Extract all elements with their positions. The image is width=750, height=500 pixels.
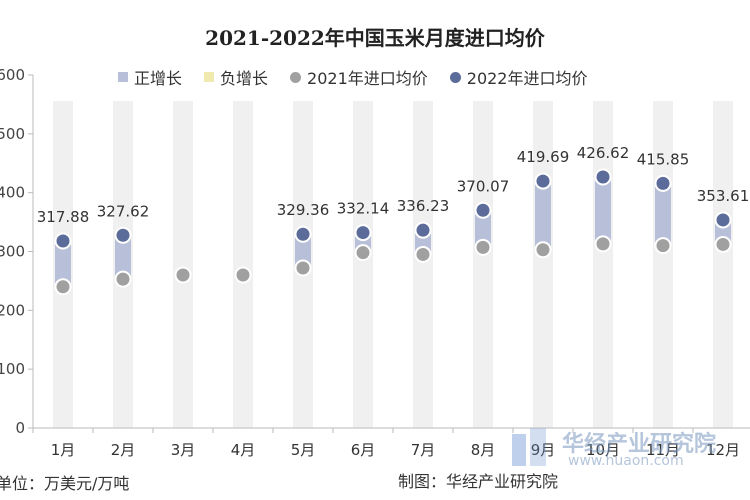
column-band bbox=[413, 101, 433, 428]
legend-label-2021: 2021年进口均价 bbox=[307, 69, 428, 88]
column-band bbox=[233, 101, 253, 428]
point-2021 bbox=[474, 238, 492, 256]
legend-label-2022: 2022年进口均价 bbox=[466, 69, 588, 88]
change-bar bbox=[535, 181, 551, 250]
data-label-2022: 336.23 bbox=[397, 197, 450, 215]
legend-dot-2021 bbox=[290, 71, 302, 83]
y-tick-label: 200 bbox=[0, 301, 25, 319]
chart-title: 2021-2022年中国玉米月度进口均价 bbox=[205, 26, 545, 50]
y-tick-label: 300 bbox=[0, 243, 25, 261]
data-label-2022: 327.62 bbox=[97, 202, 150, 220]
point-2022 bbox=[294, 225, 312, 243]
watermark: 华经产业研究院 www.huaon.com bbox=[508, 426, 750, 476]
point-2021 bbox=[234, 266, 252, 284]
x-tick-label: 10月 bbox=[586, 441, 620, 459]
change-bar bbox=[115, 235, 131, 280]
change-bar bbox=[595, 177, 611, 244]
change-bar bbox=[475, 210, 491, 248]
point-2022 bbox=[534, 172, 552, 190]
legend-label-positive: 正增长 bbox=[134, 69, 183, 88]
watermark-url: www.huaon.com bbox=[568, 453, 684, 469]
y-tick-label: 0 bbox=[15, 419, 25, 437]
y-tick-label: 400 bbox=[0, 184, 25, 202]
data-label-2022: 426.62 bbox=[577, 144, 630, 162]
point-2021 bbox=[174, 266, 192, 284]
x-tick-label: 1月 bbox=[51, 441, 76, 459]
data-label-2022: 329.36 bbox=[277, 201, 330, 219]
column-band bbox=[353, 101, 373, 428]
x-tick-label: 4月 bbox=[231, 441, 256, 459]
point-2021 bbox=[354, 244, 372, 262]
x-tick-label: 6月 bbox=[351, 441, 376, 459]
legend-dot-2022 bbox=[449, 71, 461, 83]
x-tick-label: 7月 bbox=[411, 441, 436, 459]
x-tick-label: 3月 bbox=[171, 441, 196, 459]
legend-item-negative: 负增长 bbox=[204, 65, 268, 89]
point-2022 bbox=[474, 201, 492, 219]
y-tick-label: 500 bbox=[0, 125, 25, 143]
point-2022 bbox=[54, 232, 72, 250]
point-2021 bbox=[114, 270, 132, 288]
point-2021 bbox=[534, 241, 552, 259]
change-bar bbox=[655, 183, 671, 246]
data-label-2022: 317.88 bbox=[37, 208, 90, 226]
data-label-2022: 370.07 bbox=[457, 177, 510, 195]
column-band bbox=[713, 101, 733, 428]
x-tick-label: 9月 bbox=[531, 441, 556, 459]
unit-label: 单位：万美元/万吨 bbox=[0, 474, 130, 493]
legend-item-2021: 2021年进口均价 bbox=[290, 65, 428, 89]
point-2022 bbox=[594, 168, 612, 186]
point-2021 bbox=[654, 237, 672, 255]
x-tick-label: 8月 bbox=[471, 441, 496, 459]
data-label-2022: 415.85 bbox=[637, 150, 690, 168]
data-label-2022: 419.69 bbox=[517, 148, 570, 166]
point-2022 bbox=[114, 226, 132, 244]
x-tick-label: 2月 bbox=[111, 441, 136, 459]
point-2021 bbox=[594, 235, 612, 253]
change-bar bbox=[295, 234, 311, 268]
data-label-2022: 353.61 bbox=[697, 187, 750, 205]
change-bar bbox=[55, 240, 71, 287]
point-2022 bbox=[654, 174, 672, 192]
x-tick-label: 12月 bbox=[706, 441, 740, 459]
source-label: 制图：华经产业研究院 bbox=[398, 472, 559, 491]
x-tick-label: 5月 bbox=[291, 441, 316, 459]
column-band bbox=[173, 101, 193, 428]
point-2022 bbox=[414, 221, 432, 239]
column-band bbox=[473, 101, 493, 428]
y-tick-label: 100 bbox=[0, 360, 25, 378]
point-2021 bbox=[54, 278, 72, 296]
point-2021 bbox=[414, 245, 432, 263]
point-2022 bbox=[714, 211, 732, 229]
chart-legend: 正增长 负增长 2021年进口均价 2022年进口均价 bbox=[118, 66, 610, 88]
data-label-2022: 332.14 bbox=[337, 200, 390, 218]
y-tick-label: 600 bbox=[0, 66, 25, 84]
x-tick-label: 11月 bbox=[646, 441, 680, 459]
watermark-name: 华经产业研究院 bbox=[562, 432, 717, 457]
legend-item-positive: 正增长 bbox=[118, 65, 182, 89]
watermark-logo-icon bbox=[512, 428, 546, 466]
legend-item-2022: 2022年进口均价 bbox=[449, 65, 588, 89]
point-2022 bbox=[354, 224, 372, 242]
legend-swatch-positive bbox=[118, 72, 128, 82]
legend-label-negative: 负增长 bbox=[220, 69, 269, 88]
legend-swatch-negative bbox=[204, 72, 215, 82]
point-2021 bbox=[294, 259, 312, 277]
point-2021 bbox=[714, 235, 732, 253]
